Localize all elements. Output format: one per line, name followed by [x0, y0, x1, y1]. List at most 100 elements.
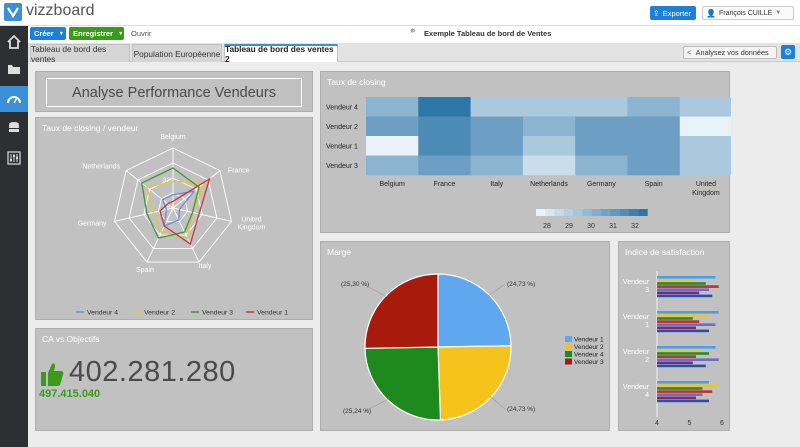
- heatmap-row-label: Vendeur 2: [326, 124, 358, 131]
- pie-slice-label: (24,73 %): [507, 406, 535, 413]
- pie-card: Marge (24,73 %) (24,73 %) (25,24 %) (25,30 …: [320, 241, 610, 431]
- heatmap-legend-tick: 31: [609, 223, 617, 230]
- heatmap-col-label: United Kingdom: [692, 181, 720, 197]
- radar-tick-label: 28: [163, 204, 171, 211]
- save-label: Enregistrer: [73, 29, 114, 38]
- heatmap-legend-swatch: [545, 209, 555, 216]
- heatmap-legend-tick: 32: [631, 223, 639, 230]
- heatmap-col-label: Spain: [645, 181, 663, 188]
- heatmap-legend-swatch: [629, 209, 639, 216]
- heatmap-col-label: France: [434, 181, 456, 188]
- heatmap-legend-tick: 29: [565, 223, 573, 230]
- radar-axis-label: Italy: [199, 263, 212, 270]
- sidebar-item-files[interactable]: [0, 57, 28, 81]
- bar-category-label: Vendeur: [623, 349, 650, 356]
- radar-axis-line: [172, 207, 232, 222]
- heatmap-legend-tick: 28: [543, 223, 551, 230]
- database-icon: [9, 122, 19, 132]
- heatmap-cell: [522, 97, 576, 117]
- bar-title: Indice de satisfaction: [625, 247, 705, 257]
- tab-population[interactable]: Population Européenne: [132, 44, 222, 62]
- heatmap-cell: [470, 155, 524, 176]
- bar-card: Indice de satisfaction Vendeur 3 Vendeur 1 V…: [618, 241, 730, 431]
- heatmap-cell: [418, 97, 471, 117]
- bar-rect: [657, 279, 696, 282]
- bar-category-label: 1: [645, 322, 649, 329]
- heatmap-cell: [366, 116, 419, 137]
- bar-rect: [657, 294, 713, 298]
- bar-rect: [657, 393, 703, 396]
- heatmap-legend-swatch: [536, 209, 546, 216]
- user-menu[interactable]: 👤 François CUILLE ▼: [702, 6, 794, 20]
- pie-slice: [437, 345, 512, 421]
- create-label: Créer: [34, 29, 54, 38]
- heatmap-cell: [470, 116, 524, 137]
- heatmap-row-label: Vendeur 1: [326, 143, 358, 150]
- heatmap-cell: [627, 155, 681, 176]
- heatmap-chart: Vendeur 4 Vendeur 2 Vendeur 1 Vendeur 3 Belg…: [326, 97, 731, 230]
- toolbar: Créer ▼ Enregistrer ▼ Ouvrir ⛯ Exemple T…: [28, 26, 800, 43]
- bar-rect: [657, 282, 706, 285]
- export-button[interactable]: ⇪ Exporter: [650, 6, 696, 20]
- pie-leader-line: [362, 283, 388, 298]
- pie-slice-label: (25,30 %): [341, 281, 369, 288]
- bar-rect: [657, 396, 696, 400]
- radar-legend-label: Vendeur 1: [257, 310, 288, 317]
- bar-category-label: Vendeur: [623, 314, 650, 321]
- radar-axis-line: [172, 207, 200, 263]
- bar-rect: [657, 349, 703, 352]
- bar-rect: [657, 387, 703, 390]
- bar-rect: [657, 323, 716, 326]
- radar-grid-ring: [157, 192, 189, 222]
- pie-slice-label: (24,73 %): [507, 281, 535, 288]
- bar-rect: [657, 381, 709, 384]
- bar-rect: [657, 346, 716, 349]
- sidebar-item-settings[interactable]: [0, 146, 28, 170]
- radar-legend-label: Vendeur 4: [87, 310, 118, 317]
- heatmap-cell: [679, 155, 731, 176]
- bar-category-label: Vendeur: [623, 279, 650, 286]
- tab-ventes[interactable]: Tableau de bord des ventes: [30, 44, 130, 64]
- radar-axis-label: Belgium: [160, 134, 185, 141]
- heatmap-cell: [627, 116, 681, 137]
- save-button[interactable]: Enregistrer ▼: [69, 27, 124, 40]
- heatmap-cell: [627, 136, 681, 156]
- heatmap-legend-swatch: [601, 209, 611, 216]
- sidebar-item-home[interactable]: [0, 30, 28, 54]
- bar-category-label: Vendeur: [623, 384, 650, 391]
- heatmap-cell: [575, 97, 628, 117]
- bar-rect: [657, 291, 700, 295]
- tab-ventes-2[interactable]: Tableau de bord des ventes 2: [224, 44, 338, 64]
- chevron-down-icon: ▼: [58, 30, 65, 37]
- kpi-value: 402.281.280: [69, 356, 236, 388]
- heatmap-legend-swatch: [563, 209, 574, 216]
- pie-legend-label: Vendeur 4: [574, 352, 604, 359]
- sidebar-item-dashboards[interactable]: [0, 86, 28, 112]
- bar-rect: [657, 320, 700, 323]
- heatmap-col-label: Belgium: [380, 181, 405, 188]
- share-icon: <: [687, 48, 692, 57]
- sidebar-item-data[interactable]: [0, 116, 28, 140]
- heatmap-col-label: Italy: [490, 181, 503, 188]
- pie-leader-line: [489, 396, 506, 410]
- heatmap-cell: [679, 116, 731, 137]
- pie-legend-label: Vendeur 1: [574, 337, 604, 344]
- analyze-button[interactable]: < Analysez vos données: [683, 46, 777, 59]
- bar-rect: [657, 355, 696, 358]
- create-button[interactable]: Créer ▼: [30, 27, 66, 40]
- radar-axis-label: France: [228, 168, 250, 175]
- heatmap-legend-tick: 30: [587, 223, 595, 230]
- heatmap-cell: [522, 136, 576, 156]
- open-link[interactable]: Ouvrir: [131, 29, 152, 38]
- heatmap-cell: [418, 116, 471, 137]
- gear-icon[interactable]: ⚙: [781, 45, 795, 59]
- sliders-icon: [7, 151, 21, 165]
- app-logo[interactable]: vizzboard: [26, 2, 95, 19]
- bar-tick-label: 6: [720, 420, 724, 427]
- pie-legend-swatch: [565, 343, 572, 350]
- bar-rect: [657, 361, 693, 365]
- chevron-down-icon: ▼: [118, 30, 124, 37]
- bar-rect: [657, 285, 719, 288]
- chevron-down-icon: ▼: [775, 10, 782, 16]
